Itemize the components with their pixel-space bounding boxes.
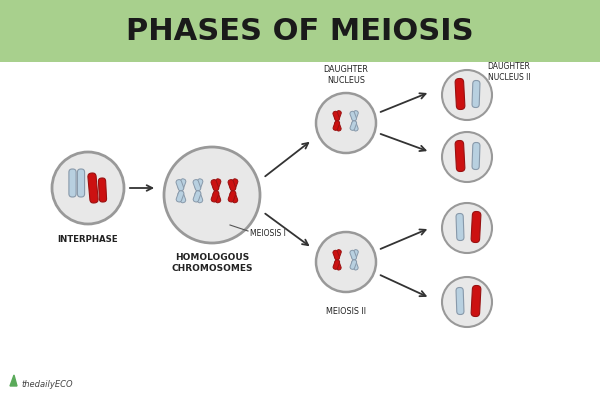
Text: DAUGHTER
NUCLEUS: DAUGHTER NUCLEUS — [323, 65, 368, 85]
FancyBboxPatch shape — [455, 140, 465, 172]
FancyBboxPatch shape — [230, 192, 238, 203]
FancyBboxPatch shape — [230, 179, 238, 190]
FancyBboxPatch shape — [333, 250, 340, 260]
Text: MEIOSIS I: MEIOSIS I — [250, 228, 286, 238]
FancyBboxPatch shape — [455, 78, 465, 110]
FancyBboxPatch shape — [213, 179, 221, 190]
FancyBboxPatch shape — [472, 142, 480, 170]
Text: DAUGHTER
NUCLEUS II: DAUGHTER NUCLEUS II — [488, 62, 530, 82]
FancyBboxPatch shape — [176, 191, 184, 202]
FancyBboxPatch shape — [333, 260, 340, 270]
FancyBboxPatch shape — [178, 192, 186, 203]
FancyBboxPatch shape — [98, 178, 107, 202]
FancyBboxPatch shape — [456, 214, 464, 240]
FancyBboxPatch shape — [350, 250, 356, 260]
FancyBboxPatch shape — [211, 180, 219, 191]
FancyBboxPatch shape — [350, 260, 356, 270]
FancyBboxPatch shape — [352, 260, 358, 270]
Circle shape — [442, 277, 492, 327]
FancyBboxPatch shape — [333, 111, 340, 121]
FancyBboxPatch shape — [352, 250, 358, 259]
Text: INTERPHASE: INTERPHASE — [58, 236, 118, 244]
FancyBboxPatch shape — [195, 192, 203, 203]
Text: HOMOLOGOUS
CHROMOSOMES: HOMOLOGOUS CHROMOSOMES — [171, 253, 253, 273]
FancyBboxPatch shape — [335, 110, 341, 120]
FancyBboxPatch shape — [176, 180, 184, 191]
FancyBboxPatch shape — [335, 250, 341, 259]
Circle shape — [442, 132, 492, 182]
FancyBboxPatch shape — [333, 121, 340, 130]
FancyBboxPatch shape — [193, 180, 201, 191]
FancyBboxPatch shape — [195, 179, 203, 190]
Text: PHASES OF MEIOSIS: PHASES OF MEIOSIS — [126, 16, 474, 46]
Circle shape — [316, 93, 376, 153]
Circle shape — [52, 152, 124, 224]
FancyBboxPatch shape — [352, 121, 358, 131]
FancyBboxPatch shape — [471, 212, 481, 242]
FancyBboxPatch shape — [193, 191, 201, 202]
FancyBboxPatch shape — [350, 121, 356, 130]
FancyBboxPatch shape — [0, 0, 600, 62]
FancyBboxPatch shape — [228, 180, 236, 191]
FancyBboxPatch shape — [350, 111, 356, 121]
FancyBboxPatch shape — [77, 169, 85, 197]
FancyBboxPatch shape — [472, 80, 480, 108]
FancyBboxPatch shape — [471, 286, 481, 316]
Text: MEIOSIS II: MEIOSIS II — [326, 308, 366, 316]
FancyBboxPatch shape — [88, 173, 98, 203]
Circle shape — [316, 232, 376, 292]
FancyBboxPatch shape — [456, 288, 464, 314]
FancyBboxPatch shape — [335, 121, 341, 131]
Polygon shape — [10, 375, 17, 386]
FancyBboxPatch shape — [178, 179, 186, 190]
FancyBboxPatch shape — [213, 192, 221, 203]
Circle shape — [442, 70, 492, 120]
Circle shape — [164, 147, 260, 243]
FancyBboxPatch shape — [228, 191, 236, 202]
Text: thedailyECO: thedailyECO — [21, 380, 73, 389]
Circle shape — [442, 203, 492, 253]
FancyBboxPatch shape — [211, 191, 219, 202]
FancyBboxPatch shape — [69, 169, 76, 197]
FancyBboxPatch shape — [352, 110, 358, 120]
FancyBboxPatch shape — [335, 260, 341, 270]
